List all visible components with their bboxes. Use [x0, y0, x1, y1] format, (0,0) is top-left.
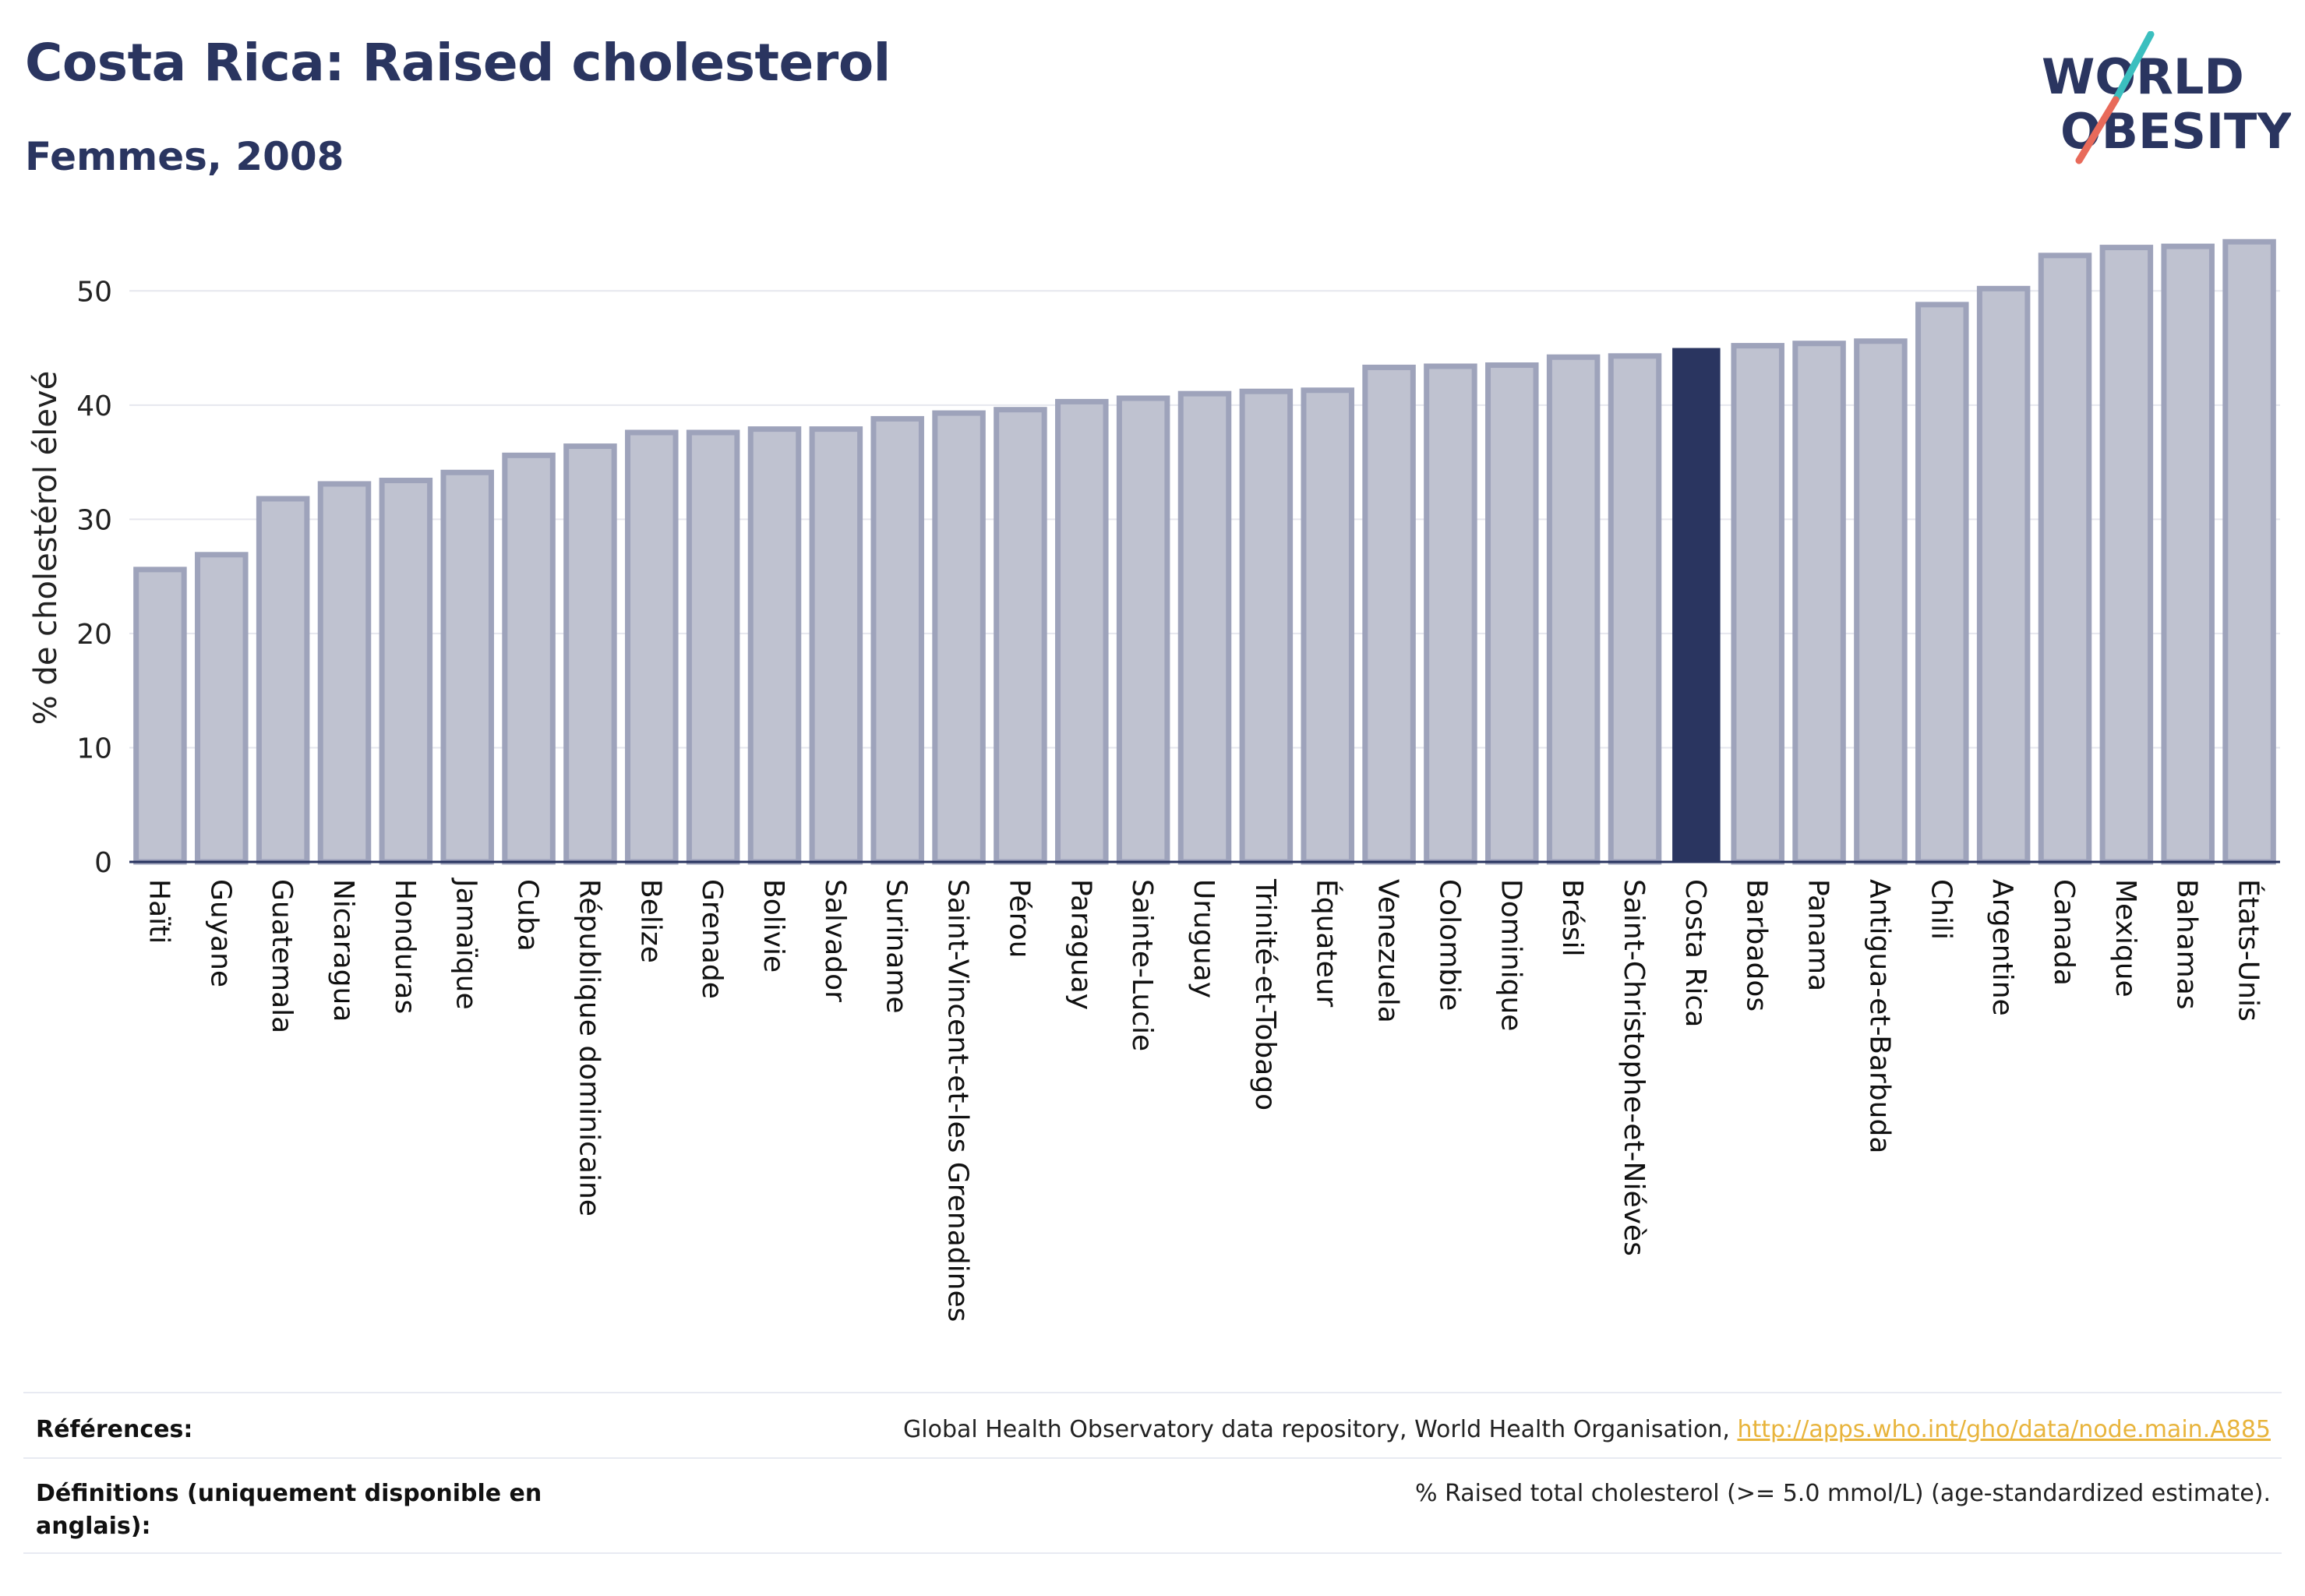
footer-divider — [23, 1552, 2282, 1554]
bar[interactable] — [317, 481, 372, 865]
y-tick-label: 20 — [76, 619, 112, 651]
page-title: Costa Rica: Raised cholesterol — [25, 33, 891, 93]
x-tick-label: Antigua-et-Barbuda — [1863, 879, 1895, 1153]
bar[interactable] — [1301, 387, 1354, 865]
x-tick-label: Uruguay — [1188, 879, 1220, 998]
bar[interactable] — [1177, 390, 1232, 865]
world-obesity-logo: WORLD OBESITY — [2042, 31, 2291, 164]
bar[interactable] — [195, 552, 249, 865]
bar[interactable] — [1915, 302, 1969, 865]
bar[interactable] — [809, 426, 863, 865]
bar-chart: 0 10 20 30 40 50 % de cholestérol élevé Haïti Gu… — [28, 238, 2280, 1322]
x-tick-label: Jamaïque — [450, 877, 482, 1010]
x-tick-label: Bolivie — [757, 879, 789, 973]
references-value: Global Health Observatory data repositor… — [903, 1414, 2271, 1446]
logo-slash-top — [2112, 31, 2155, 104]
bar[interactable] — [1116, 395, 1170, 865]
bar[interactable] — [747, 426, 802, 865]
x-tick-label: Honduras — [389, 879, 421, 1014]
y-tick-label: 50 — [76, 276, 112, 308]
references-label: Références: — [36, 1416, 193, 1443]
bar[interactable] — [563, 443, 617, 865]
definitions-label: Définitions (uniquement disponible en an… — [36, 1480, 542, 1540]
x-tick-label: Brésil — [1556, 879, 1588, 957]
bar[interactable] — [1362, 364, 1416, 865]
references-text: Global Health Observatory data repositor… — [903, 1416, 1738, 1443]
bar[interactable] — [994, 407, 1047, 865]
y-tick-label: 30 — [76, 504, 112, 536]
x-tick-label: Mexique — [2109, 879, 2141, 998]
bar[interactable] — [440, 469, 494, 865]
x-tick-label: Belize — [634, 879, 666, 963]
footer-divider — [23, 1392, 2282, 1393]
x-tick-label: Dominique — [1495, 879, 1527, 1031]
bar[interactable] — [379, 478, 433, 865]
x-tick-label: Colombie — [1433, 879, 1465, 1011]
x-tick-label: Paraguay — [1064, 879, 1096, 1010]
x-tick-label: Costa Rica — [1679, 879, 1711, 1027]
x-tick-label: Argentine — [1986, 879, 2018, 1016]
y-axis-label: % de cholestérol élevé — [28, 371, 64, 726]
bar[interactable] — [932, 410, 986, 865]
bar[interactable] — [686, 429, 740, 865]
x-tick-label: Panama — [1802, 879, 1834, 991]
x-tick-label: République dominicaine — [573, 879, 605, 1216]
x-tick-label: Grenade — [696, 879, 728, 999]
bar[interactable] — [1731, 343, 1784, 865]
references-link[interactable]: http://apps.who.int/gho/data/node.main.A… — [1737, 1416, 2271, 1443]
bar[interactable] — [2161, 243, 2215, 865]
page-subtitle: Femmes, 2008 — [25, 134, 344, 179]
bar[interactable] — [502, 452, 556, 865]
bar[interactable] — [2099, 245, 2154, 865]
x-tick-label: Équateur — [1311, 879, 1343, 1008]
x-tick-label: Guyane — [204, 879, 236, 987]
y-tick-label: 10 — [76, 733, 112, 764]
bar[interactable] — [1055, 398, 1109, 865]
x-tick-label: Sainte-Lucie — [1126, 879, 1158, 1051]
x-tick-label: Chili — [1925, 879, 1957, 940]
y-tick-label: 40 — [76, 390, 112, 422]
bar[interactable] — [256, 496, 310, 865]
footer-divider — [23, 1457, 2282, 1459]
x-tick-label: Venezuela — [1372, 879, 1404, 1023]
x-tick-label: Suriname — [881, 879, 912, 1014]
x-tick-label: Trinité-et-Tobago — [1249, 878, 1281, 1110]
y-tick-label: 0 — [94, 847, 112, 879]
logo-slash-bottom — [2075, 96, 2120, 164]
bar[interactable] — [1546, 354, 1601, 865]
bar[interactable] — [870, 415, 924, 865]
bar[interactable] — [1608, 353, 1662, 865]
bar[interactable] — [1854, 338, 1908, 865]
x-tick-label: États-Unis — [2233, 879, 2265, 1022]
bar[interactable] — [2222, 238, 2276, 865]
x-tick-label: Saint-Vincent-et-les Grenadines — [942, 879, 974, 1322]
bar[interactable] — [2038, 252, 2092, 865]
bar[interactable] — [1672, 348, 1721, 863]
bar[interactable] — [1485, 362, 1539, 865]
x-tick-label: Cuba — [512, 879, 544, 952]
x-tick-label: Barbados — [1741, 879, 1773, 1012]
bar[interactable] — [1792, 341, 1846, 865]
x-tick-label: Bahamas — [2171, 879, 2203, 1010]
x-tick-label: Canada — [2048, 879, 2080, 986]
x-tick-label: Saint-Christophe-et-Niévès — [1618, 879, 1650, 1256]
x-tick-label: Nicaragua — [327, 879, 359, 1022]
x-tick-label: Guatemala — [266, 879, 298, 1033]
logo-line1: WORLD — [2042, 48, 2244, 105]
x-tick-label: Haïti — [143, 879, 175, 944]
bar[interactable] — [1424, 363, 1477, 865]
bar[interactable] — [1976, 285, 2031, 865]
bar[interactable] — [1239, 388, 1294, 865]
x-tick-label: Pérou — [1003, 879, 1035, 958]
bar[interactable] — [133, 567, 187, 865]
bar[interactable] — [625, 429, 679, 865]
x-tick-label: Salvador — [819, 879, 851, 1002]
definitions-value: % Raised total cholesterol (>= 5.0 mmol/… — [1415, 1480, 2271, 1507]
